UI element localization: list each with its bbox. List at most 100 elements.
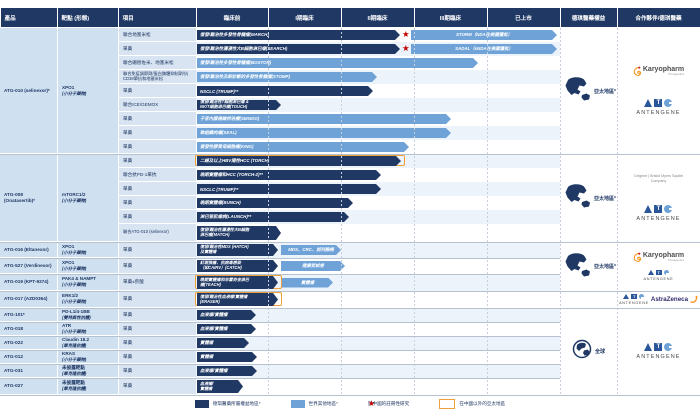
antengene-mark-icon: T — [644, 269, 674, 276]
partner-cell: Karyopharm Therapeutics T ANTENGENE — [617, 242, 700, 291]
target-cell: XPO1 (小分子藥物) — [57, 28, 118, 154]
target-form: (小分子藥物) — [62, 249, 87, 255]
legend-bar: 德琪醫藥所屬權益地區* 世界其他地區* ★ 於中國的註冊性研究 在中國以外的亞太地區 — [0, 398, 700, 410]
rights-region-cell: 全球 — [560, 308, 617, 395]
pipeline-bar: 復發/難治性T細胞淋巴瘤 & NK/T細胞淋巴瘤(TOUCH) — [197, 100, 281, 110]
antengene-t-icon: T — [631, 293, 637, 300]
partner-cell: T ANTENGENE — [617, 308, 700, 395]
project-cell: 單藥 — [118, 322, 196, 336]
celgene-bms-line1: Celgene | Bristol Myers Squibb — [633, 173, 684, 178]
pipeline-bar: 復發/難治性血液瘤/實體瘤 (ERASER) — [197, 293, 278, 306]
karyopharm-flame-icon — [633, 66, 641, 76]
antengene-logo-small: T ANTENGENE — [619, 293, 649, 305]
target-form: (單克隆抗體) — [62, 386, 87, 392]
antengene-wordmark: ANTENGENE — [643, 277, 674, 282]
group-divider — [0, 242, 560, 243]
project-cell: 單藥 — [118, 140, 196, 154]
target-form: (單克隆抗體) — [62, 370, 87, 376]
antengene-mark-icon: T — [636, 99, 680, 107]
pipeline-bar: 紅斑狼瘡、抗病毒感染 （如CAIRV）(CATCH) — [197, 260, 278, 272]
target-cell: ATR (小分子藥物) — [57, 322, 118, 336]
product-cell: ATG-012 — [0, 350, 57, 364]
product-cell: ATG-017 (AZD0364) — [0, 291, 57, 308]
apac-globe-icon — [561, 76, 591, 106]
target-cell: XPO1 (小分子藥物) — [57, 258, 118, 274]
antengene-t-icon: T — [656, 269, 662, 276]
antengene-mark-icon: T — [619, 293, 649, 300]
project-cell: 聯合地塞米松 — [118, 28, 196, 42]
antengene-t-icon: T — [654, 205, 663, 214]
pipeline-bar: 復發/難治性多發性骨髓瘤(BOSTON) — [197, 58, 478, 68]
bar-row-strip — [196, 224, 560, 242]
rights-region-cell: 亞太地區* — [560, 28, 617, 154]
pipeline-bar: 復發/難治性瀰漫性大B細胞淋巴瘤(SEARCH) — [197, 44, 400, 54]
partner-cell: T ANTENGENE AstraZeneca — [617, 291, 700, 308]
antengene-t-icon: T — [654, 343, 663, 351]
legend-item: ★ 於中國的註冊性研究 — [368, 400, 409, 408]
project-cell: 單藥 — [118, 84, 196, 98]
group-divider — [0, 274, 560, 275]
antengene-a-icon — [648, 270, 654, 276]
pipeline-bar: 復發/難治性及新診斷的多發性骨髓瘤(STOMP) — [197, 72, 377, 82]
project-cell: 單藥 — [118, 258, 196, 274]
antengene-a-icon — [644, 99, 653, 107]
target-name: XPO1 — [62, 243, 75, 249]
target-name: ERK1/2 — [62, 293, 79, 299]
astrazeneca-swoosh-icon — [690, 291, 698, 309]
karyopharm-logo: Karyopharm Therapeutics — [633, 66, 684, 77]
pipeline-bar: 復發/難治性MDS (HATCH) 及實體瘤 — [197, 244, 278, 256]
antengene-g-icon — [664, 205, 673, 214]
project-cell: 聯合ICE/GEMOX — [118, 98, 196, 112]
target-form: (小分子藥物) — [62, 328, 87, 334]
right-group-divider — [560, 154, 700, 155]
phase-separator-line — [487, 28, 488, 395]
product-cell: ATG-010 (selinexor)* — [0, 28, 57, 154]
rights-region-label: 全球 — [594, 349, 605, 355]
product-cell: ATG-019 (KPT-9274) — [0, 274, 57, 291]
project-cell: 聯合抗PD-1單抗 — [118, 168, 196, 182]
project-cell: 單藥 — [118, 291, 196, 308]
target-form: (小分子藥物) — [62, 356, 87, 362]
karyopharm-logo: Karyopharm Therapeutics — [633, 252, 684, 263]
target-cell: 未披露靶點 (單克隆抗體) — [57, 378, 118, 395]
product-cell: ATG-027 — [0, 378, 57, 395]
pipeline-bar: 實體瘤 — [197, 352, 257, 362]
project-cell: 聯合免疫調節劑/蛋白酶體抑制劑/抗CD38單抗和地塞米松 — [118, 70, 196, 84]
pipeline-bar: 復發/難治性多發性骨髓瘤(MARCH) — [197, 30, 400, 40]
pipeline-bar: 二線及以上HBV陽性HCC (TORCH) — [197, 156, 401, 166]
target-name: ATR — [62, 322, 72, 328]
rights-region-cell: 亞太地區* — [560, 242, 617, 291]
group-divider — [0, 350, 560, 351]
antengene-logo: T ANTENGENE — [636, 205, 680, 222]
target-cell: 未披露靶點 (單克隆抗體) — [57, 364, 118, 378]
pipeline-bar: MDS、CRC、前列腺癌 — [281, 245, 341, 255]
target-cell: mTORC1/2 (小分子藥物) — [57, 154, 118, 242]
pipeline-bar: 血液瘤/實體瘤 — [197, 366, 257, 376]
project-cell: 單藥 — [118, 336, 196, 350]
pipeline-bar: 血液瘤/實體瘤 — [197, 310, 256, 320]
header-cell-4: I期臨床 — [268, 8, 341, 27]
antengene-g-icon — [663, 269, 669, 276]
antengene-a-icon — [644, 205, 653, 214]
target-cell: PD-L1/4-1BB (雙特異性抗體) — [57, 308, 118, 322]
right-group-divider — [560, 308, 700, 309]
group-divider — [0, 258, 560, 259]
target-form: (小分子藥物) — [62, 282, 87, 288]
project-cell: 單藥 — [118, 308, 196, 322]
pipeline-bar: 軟組織肉瘤(SEAL) — [197, 128, 451, 138]
antengene-g-icon — [664, 343, 673, 351]
pipeline-bar: NSCLC (TRUMP)** — [197, 86, 373, 96]
pipeline-bar: STORM（NDA在美國獲批） — [411, 30, 557, 40]
pipeline-bar: 晚期實體瘤和非霍奇金淋巴 瘤(TEACH) — [197, 276, 278, 289]
partner-cell: Celgene | Bristol Myers Squibb Company T AN… — [617, 154, 700, 242]
antengene-t-icon: T — [654, 99, 663, 107]
header-cell-8: 德琪醫藥權益 — [560, 8, 617, 27]
registration-star-icon: ★ — [402, 29, 410, 39]
target-name: XPO1 — [62, 259, 75, 265]
karyopharm-sub-wordmark: Therapeutics — [667, 257, 685, 262]
product-cell: ATG-101* — [0, 308, 57, 322]
target-form: (小分子藥物) — [62, 90, 87, 96]
right-group-divider — [560, 291, 700, 292]
project-cell: 單藥 — [118, 210, 196, 224]
target-name: 未披露靶點 — [62, 364, 85, 370]
